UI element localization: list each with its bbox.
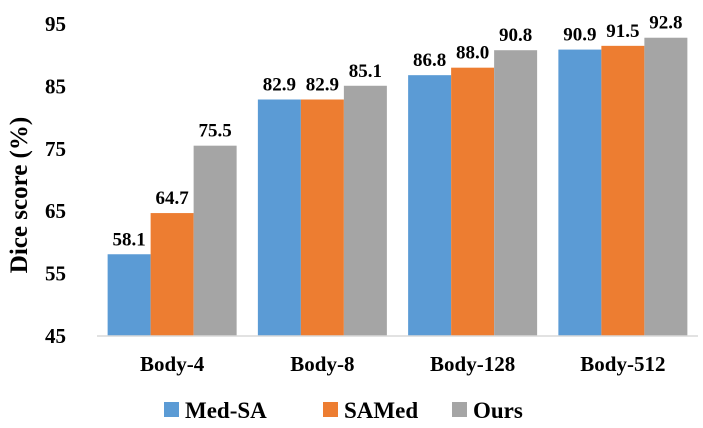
y-tick-label: 85 (45, 74, 66, 98)
y-tick-label: 95 (45, 12, 66, 36)
data-label: 92.8 (649, 13, 682, 34)
y-axis-label-group: Dice score (%) (6, 117, 33, 273)
data-label: 86.8 (413, 50, 446, 71)
legend-label: Ours (473, 398, 523, 423)
legend: Med-SA SAMed Ours (164, 398, 523, 423)
y-axis-label: Dice score (%) (6, 117, 33, 273)
bar-med-sa-body-128 (408, 75, 452, 336)
bar-ours-body-512 (644, 37, 688, 337)
bars (107, 37, 688, 337)
data-label: 85.1 (349, 61, 382, 82)
legend-swatch (452, 402, 467, 417)
y-axis-ticks: 45 55 65 75 85 95 (45, 12, 66, 348)
bar-med-sa-body-512 (558, 49, 602, 337)
data-label: 64.7 (156, 188, 190, 209)
data-labels: 58.1 64.7 75.5 82.9 82.9 85.1 86.8 88.0 90.8 90.9… (113, 13, 683, 251)
legend-label: SAMed (344, 398, 418, 423)
y-tick-label: 65 (45, 199, 66, 223)
y-tick-label: 55 (45, 262, 66, 286)
data-label: 90.8 (499, 25, 532, 46)
bar-ours-body-128 (494, 50, 538, 336)
category-labels: Body-4 Body-8 Body-128 Body-512 (140, 352, 665, 376)
bar-samed-body-512 (601, 45, 645, 337)
legend-item-med-sa: Med-SA (164, 398, 267, 423)
bar-med-sa-body-4 (107, 254, 151, 336)
category-label: Body-128 (430, 352, 515, 376)
data-label: 90.9 (563, 25, 596, 46)
y-tick-label: 75 (45, 137, 66, 161)
bar-samed-body-4 (150, 213, 194, 336)
category-label: Body-8 (290, 352, 354, 376)
bar-med-sa-body-8 (257, 99, 301, 336)
data-label: 82.9 (263, 75, 296, 96)
data-label: 82.9 (306, 75, 339, 96)
legend-item-ours: Ours (452, 398, 523, 423)
legend-item-samed: SAMed (323, 398, 418, 423)
data-label: 58.1 (113, 229, 146, 250)
bar-ours-body-8 (343, 85, 387, 336)
y-tick-label: 45 (45, 324, 66, 348)
legend-label: Med-SA (185, 398, 267, 423)
data-label: 91.5 (606, 21, 639, 42)
category-label: Body-4 (140, 352, 205, 376)
data-label: 88.0 (456, 43, 489, 64)
category-label: Body-512 (580, 352, 665, 376)
bar-samed-body-8 (300, 99, 344, 336)
legend-swatch (323, 402, 338, 417)
bar-samed-body-128 (451, 67, 495, 337)
legend-swatch (164, 402, 179, 417)
data-label: 75.5 (199, 121, 232, 142)
bar-ours-body-4 (193, 145, 237, 336)
